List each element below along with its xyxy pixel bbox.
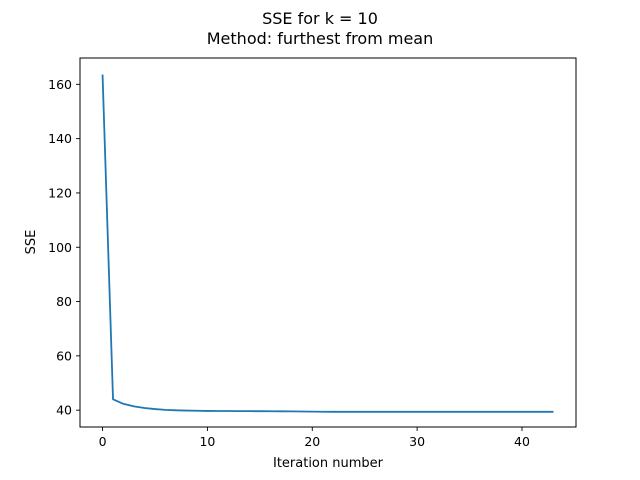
x-axis: 0 10 20 30 40	[99, 427, 530, 449]
y-tick-label: 140	[48, 131, 72, 146]
chart-title: SSE for k = 10	[262, 9, 378, 28]
y-tick-label: 40	[56, 403, 72, 418]
x-tick-label: 20	[304, 434, 320, 449]
plot-area	[101, 74, 554, 413]
x-tick-label: 40	[514, 434, 530, 449]
y-tick-label: 100	[48, 240, 72, 255]
y-tick-label: 80	[56, 294, 72, 309]
y-axis: 40 60 80 100 120 140 160	[48, 77, 80, 418]
y-tick-label: 60	[56, 348, 72, 363]
chart-subtitle: Method: furthest from mean	[207, 29, 433, 48]
x-tick-label: 30	[409, 434, 425, 449]
axes-frame	[79, 57, 577, 428]
x-tick-label: 0	[99, 434, 107, 449]
y-tick-label: 160	[48, 77, 72, 92]
series-line-0	[101, 74, 554, 413]
y-tick-label: 120	[48, 185, 72, 200]
x-tick-label: 10	[199, 434, 215, 449]
x-axis-label: Iteration number	[273, 456, 384, 471]
y-axis-label: SSE	[24, 230, 39, 255]
